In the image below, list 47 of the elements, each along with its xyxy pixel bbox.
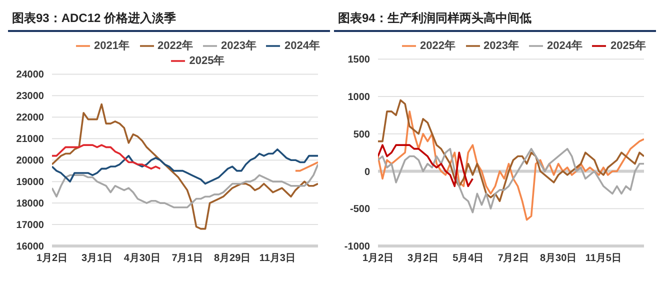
- x-tick-label: 4月30日: [124, 253, 161, 264]
- line-series: [378, 110, 644, 221]
- line-series: [378, 144, 474, 188]
- legend-label: 2022年: [158, 40, 193, 52]
- y-tick-label: 19000: [16, 177, 44, 188]
- x-tick-label: 1月2日: [36, 253, 68, 264]
- line-series: [52, 148, 318, 185]
- line-series: [378, 99, 644, 202]
- y-tick-label: 0: [364, 166, 370, 178]
- line-series: [294, 161, 318, 172]
- legend-label: 2021年: [94, 40, 130, 52]
- legend-label: 2024年: [547, 40, 582, 52]
- legend-label: 2024年: [284, 40, 320, 52]
- legend-label: 2025年: [189, 55, 225, 68]
- legend-label: 2023年: [221, 40, 256, 52]
- legend-label: 2023年: [484, 40, 519, 52]
- y-tick-label: 16000: [16, 242, 44, 253]
- x-tick-label: 5月4日: [452, 253, 484, 264]
- y-tick-label: 21000: [16, 134, 44, 146]
- y-tick-label: 22000: [16, 112, 44, 124]
- y-tick-label: 500: [353, 129, 370, 140]
- x-tick-label: 11月3日: [259, 253, 296, 264]
- x-tick-label: 3月1日: [82, 253, 113, 264]
- y-tick-label: 18000: [16, 198, 44, 210]
- x-tick-label: 8月29日: [214, 253, 251, 264]
- y-tick-label: 23000: [16, 91, 44, 102]
- x-tick-label: 3月2日: [408, 253, 439, 264]
- x-tick-label: 7月2日: [498, 253, 529, 264]
- chart-title: 图表93：ADC12 价格进入淡季: [8, 8, 330, 32]
- x-tick-label: 8月30日: [540, 253, 577, 264]
- y-tick-label: 1500: [348, 54, 370, 66]
- y-tick-label: 20000: [16, 156, 44, 167]
- x-tick-label: 7月1日: [172, 253, 203, 264]
- y-tick-label: 24000: [16, 70, 44, 81]
- x-tick-label: 11月5日: [585, 253, 622, 264]
- y-tick-label: -500: [350, 204, 370, 216]
- line-series: [378, 148, 644, 214]
- y-tick-label: -1000: [344, 242, 370, 253]
- y-tick-label: 17000: [16, 220, 44, 232]
- y-tick-label: 1000: [348, 92, 370, 104]
- chart-title: 图表94：生产利润同样两头高中间低: [334, 8, 656, 32]
- legend-label: 2025年: [610, 40, 646, 52]
- line-series: [52, 144, 162, 170]
- x-tick-label: 1月2日: [362, 253, 394, 264]
- line-series: [52, 163, 318, 208]
- legend-label: 2022年: [420, 40, 456, 52]
- line-series: [52, 103, 318, 230]
